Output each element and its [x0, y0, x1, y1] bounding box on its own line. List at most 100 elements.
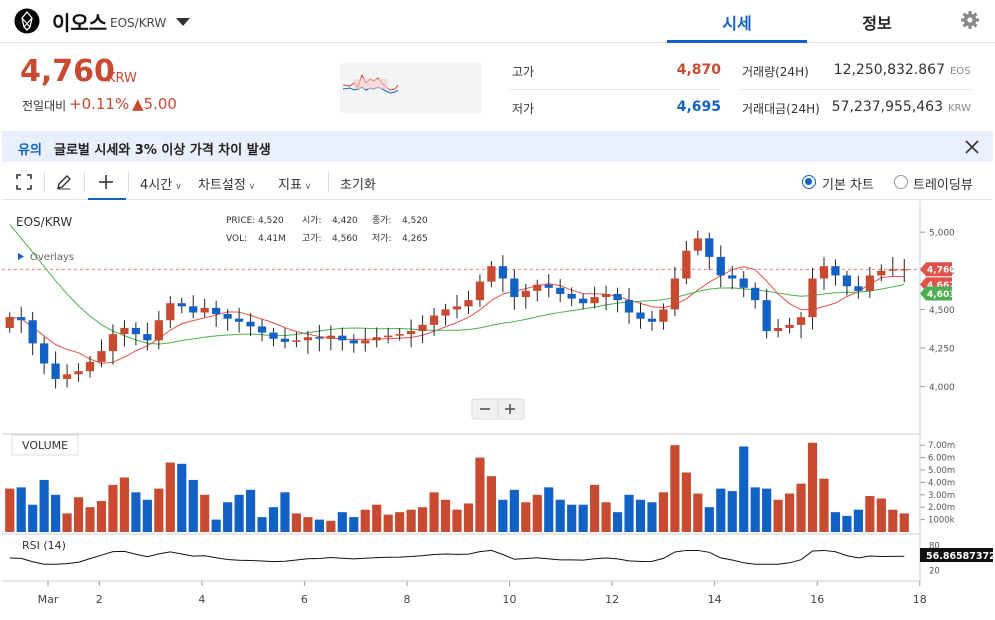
ohlc-info: PRICE: 4,520 시가: 4,420 종가: 4,520 VOL: 4.… — [226, 215, 428, 244]
volume-tick-label: 2.00m — [928, 503, 955, 513]
chevron-down-icon: ∨ — [301, 182, 312, 192]
play-icon[interactable] — [18, 253, 24, 260]
volume-bar — [142, 499, 152, 532]
volume-bar — [784, 493, 795, 532]
chevron-down-icon[interactable] — [176, 18, 190, 26]
volume-bar — [819, 478, 829, 532]
volume-bar — [509, 489, 519, 532]
close-icon[interactable] — [964, 139, 980, 155]
vol-info-label: VOL: — [226, 234, 247, 244]
pencil-icon[interactable] — [56, 174, 72, 190]
interval-select[interactable]: 4시간 ∨ — [140, 174, 182, 193]
zoom-in-button[interactable] — [505, 404, 515, 414]
high-value: 4,870 — [676, 62, 721, 78]
x-tick-label: 10 — [503, 593, 517, 606]
volume-bar — [131, 492, 141, 532]
volume-bar — [234, 494, 244, 532]
overlays-label[interactable]: Overlays — [30, 252, 74, 263]
volume-bar — [291, 513, 302, 532]
high-info-value: 4,560 — [332, 234, 358, 244]
volume-bar — [51, 494, 61, 532]
tradingview-radio[interactable] — [894, 175, 908, 189]
fullscreen-icon[interactable] — [16, 174, 32, 190]
volume-bar — [360, 509, 370, 532]
candle — [590, 297, 599, 304]
candle — [579, 298, 588, 304]
chevron-down-icon: ∨ — [172, 182, 182, 192]
candle — [842, 275, 852, 287]
candle — [613, 293, 622, 301]
volume-bar — [418, 507, 428, 532]
volume-bar — [85, 507, 95, 532]
change-rate: +0.11% — [69, 95, 130, 113]
price-tag-label: 4,760 — [927, 266, 955, 276]
candle — [338, 335, 347, 341]
volume-bar — [647, 502, 657, 532]
tab-info[interactable]: 정보 — [862, 14, 892, 33]
x-tick-label: 6 — [301, 593, 308, 606]
candle — [636, 312, 645, 319]
volume-label: 거래량(24H) — [742, 65, 809, 79]
low-value: 4,695 — [676, 99, 721, 115]
volume-bar — [475, 457, 485, 532]
candle — [143, 334, 152, 341]
basic-chart-label[interactable]: 기본 차트 — [822, 178, 874, 193]
candle — [762, 300, 771, 332]
volume-bar — [865, 496, 875, 532]
volume-bar — [372, 504, 382, 532]
indicators-menu[interactable]: 지표 ∨ — [278, 174, 311, 193]
divider — [84, 172, 85, 192]
x-tick-label: 12 — [605, 593, 619, 606]
crosshair-icon[interactable] — [98, 174, 114, 190]
gear-icon[interactable] — [960, 10, 980, 30]
close-info-label: 종가: — [372, 215, 392, 226]
x-tick-label: 14 — [708, 593, 722, 606]
price-tag — [920, 262, 952, 277]
divider — [510, 89, 720, 90]
candle — [785, 324, 794, 328]
price-chart[interactable]: 5,0004,7504,5004,2504,0007.00m6.00m5.00m… — [2, 201, 995, 619]
volume-bar — [624, 494, 634, 532]
candle — [498, 266, 508, 279]
volume-bar — [268, 507, 279, 532]
candle — [40, 343, 49, 364]
basic-chart-radio[interactable] — [802, 175, 816, 189]
volume-tick-label: 4.00m — [928, 478, 955, 488]
volume-bar — [612, 512, 623, 532]
volume-bar — [395, 512, 405, 532]
volume-bar — [337, 512, 347, 532]
reset-button[interactable]: 초기화 — [340, 178, 376, 193]
volume-bar — [326, 520, 336, 532]
chart-settings-menu[interactable]: 차트설정 ∨ — [198, 174, 255, 193]
candle — [418, 324, 427, 332]
candle — [280, 338, 290, 342]
candle — [372, 337, 381, 341]
eos-logo-icon — [14, 8, 40, 34]
candle — [900, 269, 909, 271]
candle — [739, 278, 748, 288]
coin-pair: EOS/KRW — [110, 16, 167, 30]
rsi-tick-label: 80 — [929, 541, 940, 551]
volume-bar — [223, 502, 233, 532]
candle — [452, 306, 462, 310]
volume-bar — [590, 484, 600, 532]
volume-bar — [280, 492, 290, 532]
tab-price[interactable]: 시세 — [722, 14, 752, 33]
rsi-line — [9, 549, 905, 565]
candle — [85, 361, 95, 372]
chevron-down-icon: ∨ — [245, 182, 256, 192]
volume-bar — [601, 502, 611, 532]
tradingview-label[interactable]: 트레이딩뷰 — [913, 178, 973, 193]
volume-bar — [314, 519, 324, 532]
candle — [773, 327, 783, 332]
volume-bar — [16, 487, 26, 532]
chart-area[interactable]: 5,0004,7504,5004,2504,0007.00m6.00m5.00m… — [2, 201, 995, 619]
candle — [349, 340, 358, 344]
price-tag-label: 4,603 — [927, 290, 955, 300]
candle — [670, 278, 680, 310]
volume-bar — [498, 499, 508, 532]
change-label: 전일대비 — [22, 99, 67, 113]
amount-value: 57,237,955,463 — [831, 99, 943, 115]
volume-bar — [739, 446, 749, 532]
volume-bar — [750, 487, 760, 532]
